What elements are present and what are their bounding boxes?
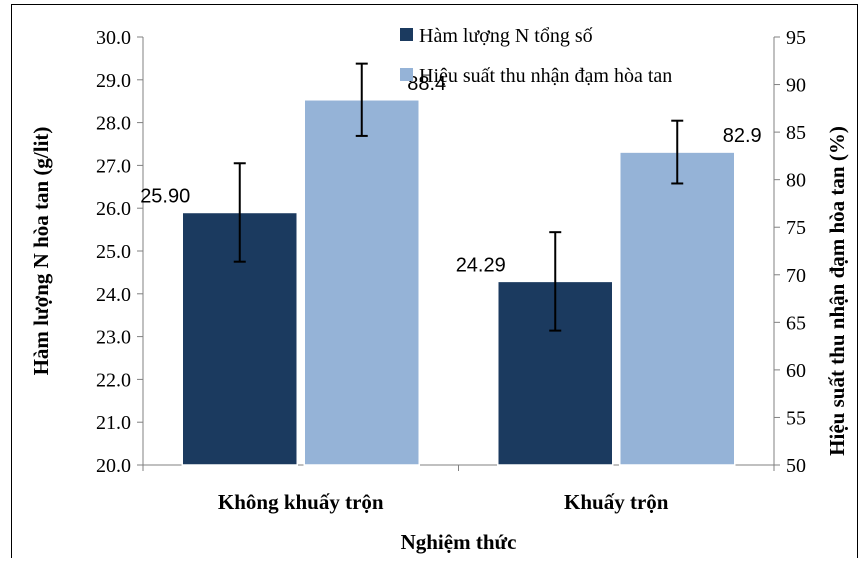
right-tick-label: 85 bbox=[786, 122, 806, 144]
bar bbox=[619, 151, 736, 466]
left-tick-label: 29.0 bbox=[96, 70, 131, 92]
x-axis-title: Nghiệm thức bbox=[401, 530, 517, 554]
left-tick-label: 20.0 bbox=[96, 455, 131, 477]
right-tick-label: 65 bbox=[786, 312, 806, 334]
right-tick-label: 55 bbox=[786, 407, 806, 429]
x-category-label: Khuấy trộn bbox=[564, 490, 669, 514]
data-label: 25.90 bbox=[140, 185, 190, 207]
x-axis: Không khuấy trộn Khuấy trộn bbox=[142, 464, 775, 514]
right-tick-label: 60 bbox=[786, 360, 806, 382]
left-tick-label: 22.0 bbox=[96, 369, 131, 391]
left-tick-label: 27.0 bbox=[96, 155, 131, 177]
left-axis-title: Hàm lượng N hòa tan (g/lit) bbox=[29, 127, 53, 376]
data-label: 82.9 bbox=[723, 125, 762, 147]
left-tick-label: 28.0 bbox=[96, 113, 131, 135]
legend-label: Hiệu suất thu nhận đạm hòa tan bbox=[419, 65, 672, 87]
bars bbox=[181, 62, 736, 466]
right-tick-label: 75 bbox=[786, 217, 806, 239]
data-label: 88.4 bbox=[407, 73, 446, 95]
left-tick-label: 24.0 bbox=[96, 284, 131, 306]
right-y-axis: 50 55 60 65 70 75 80 85 90 95 bbox=[773, 27, 806, 477]
right-tick-label: 70 bbox=[786, 265, 806, 287]
right-tick-label: 95 bbox=[786, 27, 806, 49]
right-tick-label: 50 bbox=[786, 455, 806, 477]
legend-swatch bbox=[400, 68, 413, 81]
left-tick-label: 25.0 bbox=[96, 241, 131, 263]
right-axis-title: Hiệu suất thu nhận đạm hòa tan (%) bbox=[825, 126, 849, 456]
bar bbox=[303, 99, 420, 466]
legend-swatch bbox=[400, 28, 413, 41]
data-labels: 25.90 24.29 88.4 82.9 bbox=[140, 73, 762, 277]
right-tick-label: 90 bbox=[786, 75, 806, 97]
right-tick-label: 80 bbox=[786, 170, 806, 192]
legend: Hàm lượng N tổng số Hiệu suất thu nhận đạ… bbox=[400, 25, 672, 87]
left-tick-label: 30.0 bbox=[96, 27, 131, 49]
left-tick-label: 21.0 bbox=[96, 412, 131, 434]
left-tick-label: 26.0 bbox=[96, 198, 131, 220]
left-tick-label: 23.0 bbox=[96, 327, 131, 349]
legend-label: Hàm lượng N tổng số bbox=[419, 25, 593, 47]
left-y-axis: 20.0 21.0 22.0 23.0 24.0 25.0 26.0 27.0 28.0 29.0… bbox=[96, 27, 144, 477]
data-label: 24.29 bbox=[456, 254, 506, 276]
x-category-label: Không khuấy trộn bbox=[218, 490, 384, 514]
